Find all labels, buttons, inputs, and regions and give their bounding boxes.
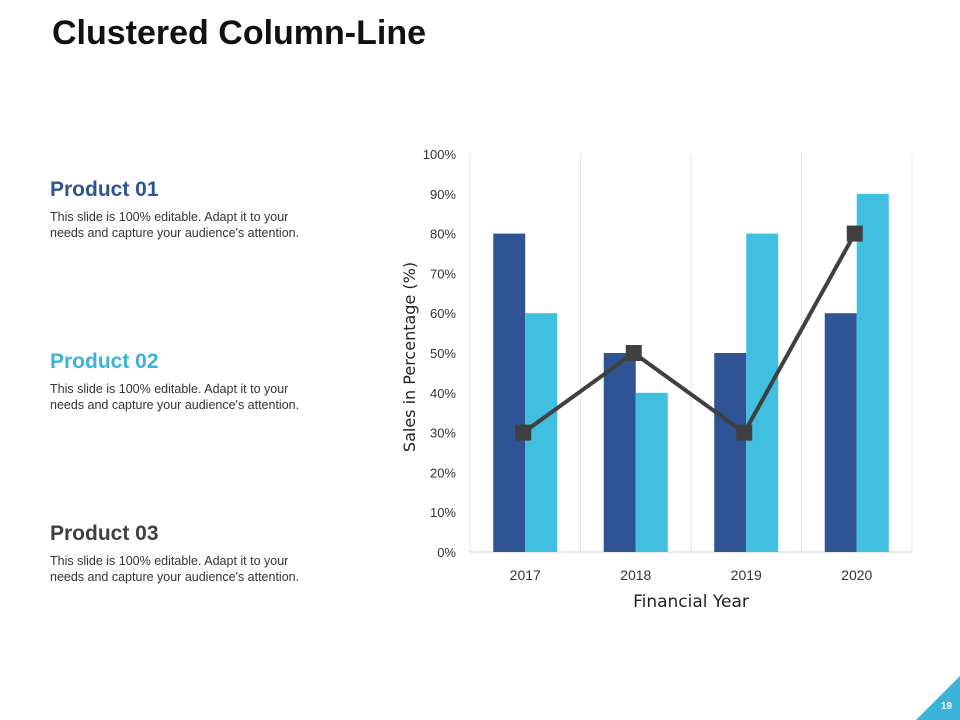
bar-series-1-2018 — [603, 353, 636, 552]
product-03-name: Product 03 — [50, 522, 159, 545]
y-tick-label: 70% — [430, 266, 456, 281]
y-tick-label: 90% — [430, 187, 456, 202]
line-marker-2019 — [736, 424, 753, 441]
y-axis-title: Sales in Percentage (%) — [400, 262, 419, 452]
x-tick-label: 2019 — [731, 567, 762, 583]
y-tick-label: 0% — [437, 545, 456, 560]
y-tick-label: 60% — [430, 306, 456, 321]
y-tick-label: 50% — [430, 346, 456, 361]
product-03-block: Product 03 This slide is 100% editable. … — [50, 521, 350, 585]
bar-series-1-2017 — [493, 233, 526, 552]
product-01-block: Product 01 This slide is 100% editable. … — [50, 177, 350, 241]
x-tick-label: 2017 — [510, 567, 541, 583]
product-01-description: This slide is 100% editable. Adapt it to… — [50, 210, 300, 240]
line-marker-2017 — [515, 424, 532, 441]
bar-series-2-2018 — [635, 392, 668, 552]
y-tick-label: 10% — [430, 505, 456, 520]
y-tick-label: 20% — [430, 465, 456, 480]
product-02-description: This slide is 100% editable. Adapt it to… — [50, 382, 300, 412]
clustered-column-line-chart: 0% 10% 20% 30% 40% 50% 60% 70% 80% 90% 100% 2017 201… — [400, 147, 913, 612]
line-marker-2018 — [625, 345, 642, 361]
x-axis-title: Financial Year — [633, 592, 749, 612]
y-tick-label: 40% — [430, 386, 456, 401]
y-tick-label: 30% — [430, 426, 456, 441]
product-02-block: Product 02 This slide is 100% editable. … — [50, 349, 350, 413]
x-tick-label: 2020 — [841, 567, 872, 583]
slide-title: Clustered Column-Line — [52, 14, 427, 52]
page-number: 19 — [940, 701, 952, 712]
corner-accent — [916, 676, 960, 720]
product-02-name: Product 02 — [50, 350, 159, 373]
line-marker-2020 — [846, 225, 863, 242]
x-tick-label: 2018 — [620, 567, 651, 583]
bar-series-2-2019 — [746, 233, 779, 552]
bar-series-1-2020 — [824, 313, 857, 552]
line-series — [522, 232, 857, 435]
bar-series-2-2020 — [856, 193, 889, 553]
product-03-description: This slide is 100% editable. Adapt it to… — [50, 554, 300, 584]
y-tick-label: 80% — [430, 227, 456, 242]
bar-series-1-2019 — [714, 353, 747, 552]
y-tick-label: 100% — [423, 147, 457, 162]
product-01-name: Product 01 — [50, 178, 159, 201]
